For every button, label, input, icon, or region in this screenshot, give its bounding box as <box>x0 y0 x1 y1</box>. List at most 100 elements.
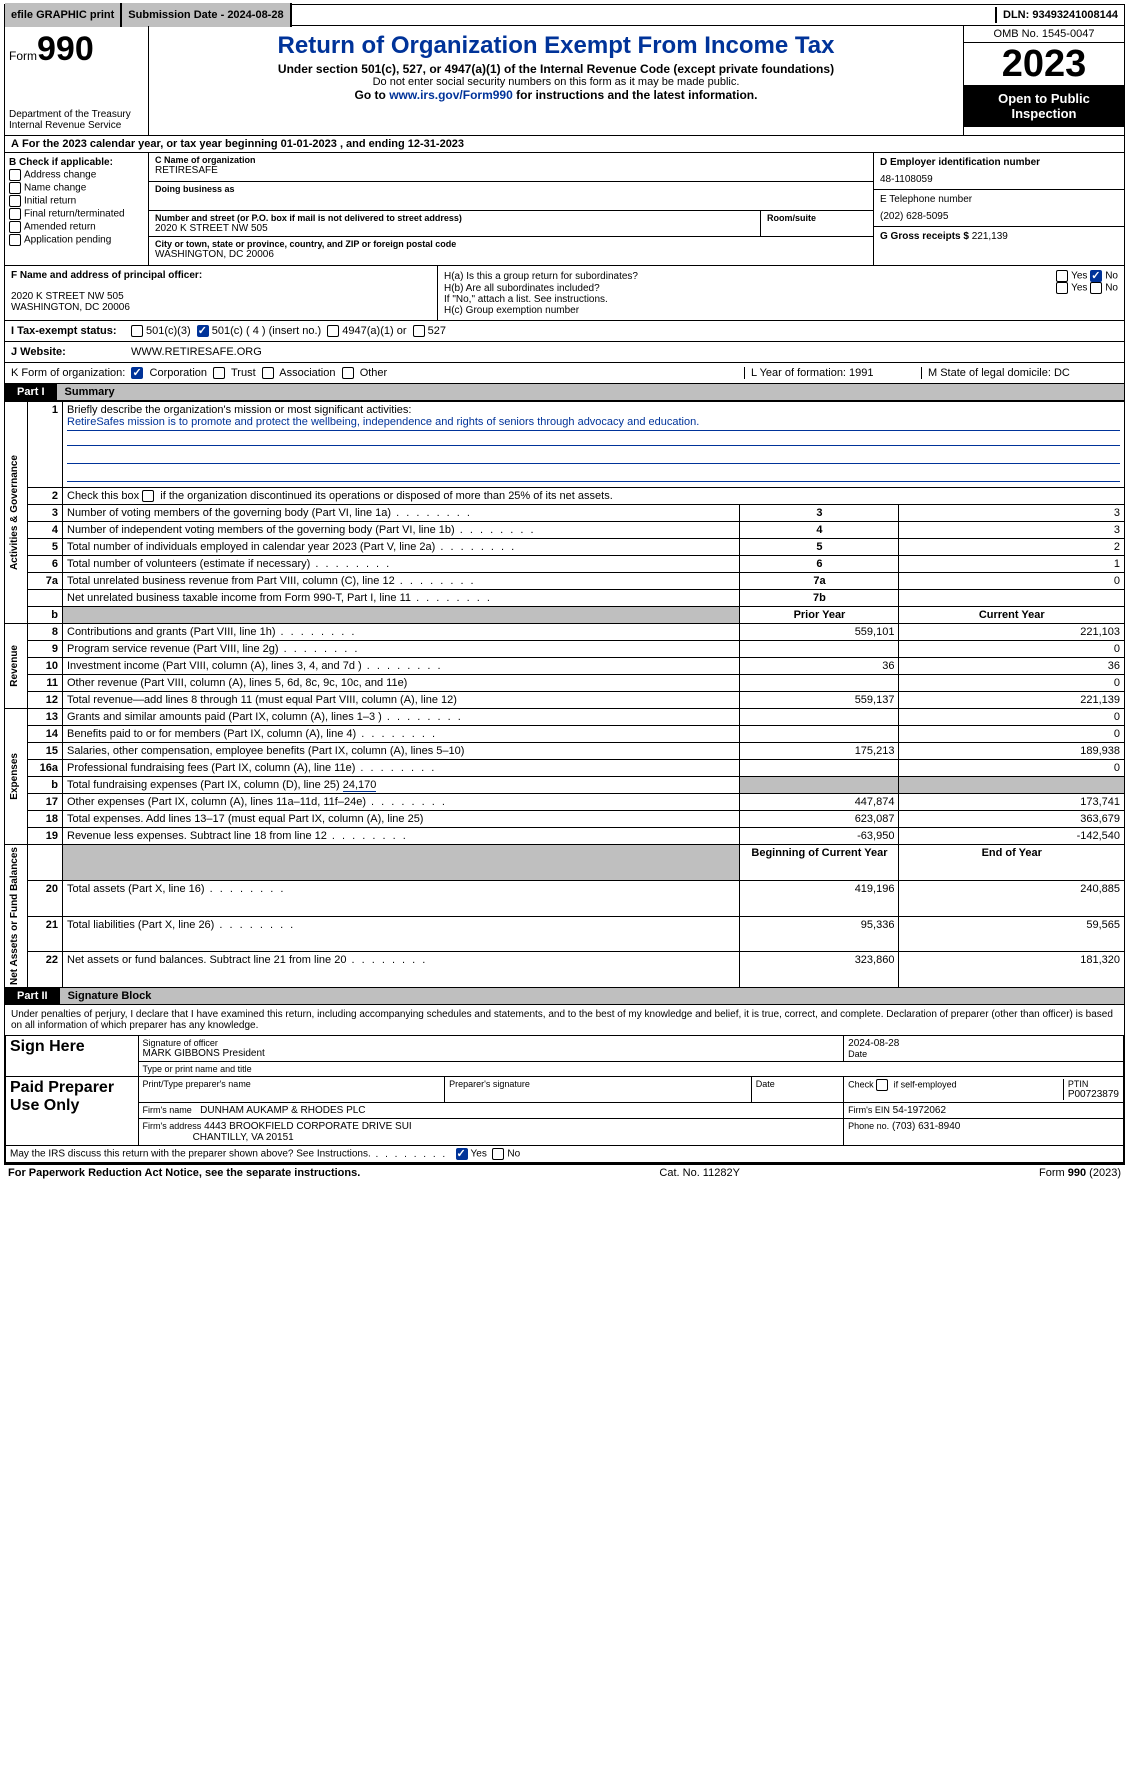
prior-year-hdr: Prior Year <box>740 607 899 624</box>
side-revenue: Revenue <box>5 624 28 709</box>
l16b-pre: Total fundraising expenses (Part IX, col… <box>67 779 343 791</box>
efile-print-button[interactable]: efile GRAPHIC print <box>5 3 122 27</box>
sign-here-label: Sign Here <box>6 1036 139 1077</box>
ptin-value: P00723879 <box>1068 1089 1119 1100</box>
mission-blank3 <box>67 467 1120 482</box>
c15: 189,938 <box>899 743 1125 760</box>
chk-501c3[interactable] <box>131 325 143 337</box>
l20: Total assets (Part X, line 16) <box>67 883 285 895</box>
chk-other[interactable] <box>342 367 354 379</box>
form-subtitle: Under section 501(c), 527, or 4947(a)(1)… <box>155 62 957 76</box>
mission-text: RetireSafes mission is to promote and pr… <box>67 416 1120 431</box>
chk-app-pending[interactable] <box>9 234 21 246</box>
chk-4947[interactable] <box>327 325 339 337</box>
chk-discuss-yes[interactable] <box>456 1148 468 1160</box>
domicile: DC <box>1054 367 1070 379</box>
officer-name: MARK GIBBONS President <box>143 1048 840 1059</box>
v6: 1 <box>899 556 1125 573</box>
c22: 181,320 <box>899 952 1125 988</box>
gross-receipts-value: 221,139 <box>972 231 1008 242</box>
chk-assoc[interactable] <box>262 367 274 379</box>
sig-date-label: Date <box>848 1049 1119 1059</box>
l22: Net assets or fund balances. Subtract li… <box>67 954 427 966</box>
side-netassets: Net Assets or Fund Balances <box>5 845 28 988</box>
part2-title: Signature Block <box>60 988 1124 1004</box>
c19: -142,540 <box>899 828 1125 845</box>
chk-ha-yes[interactable] <box>1056 270 1068 282</box>
p22: 323,860 <box>740 952 899 988</box>
chk-corp[interactable] <box>131 367 143 379</box>
l2-text: Check this box if the organization disco… <box>63 488 1125 505</box>
l12: Total revenue—add lines 8 through 11 (mu… <box>67 694 457 706</box>
c9: 0 <box>899 641 1125 658</box>
firm-addr-label: Firm's address <box>143 1121 202 1131</box>
v3: 3 <box>899 505 1125 522</box>
chk-ha-no[interactable] <box>1090 270 1102 282</box>
l4: Number of independent voting members of … <box>67 524 536 536</box>
ein-value: 48-1108059 <box>880 174 1118 185</box>
c21: 59,565 <box>899 916 1125 952</box>
irs-link[interactable]: www.irs.gov/Form990 <box>389 88 513 102</box>
entity-block: B Check if applicable: Address change Na… <box>4 153 1125 266</box>
year-formation-label: L Year of formation: <box>751 367 849 379</box>
ein-label: D Employer identification number <box>880 157 1118 168</box>
chk-initial-return[interactable] <box>9 195 21 207</box>
phone-value: (202) 628-5095 <box>880 211 1118 222</box>
p19: -63,950 <box>740 828 899 845</box>
c18: 363,679 <box>899 811 1125 828</box>
firm-ein: 54-1972062 <box>893 1105 946 1116</box>
form-title: Return of Organization Exempt From Incom… <box>155 32 957 60</box>
v4: 3 <box>899 522 1125 539</box>
chk-527[interactable] <box>413 325 425 337</box>
p8: 559,101 <box>740 624 899 641</box>
p17: 447,874 <box>740 794 899 811</box>
l7b: Net unrelated business taxable income fr… <box>67 592 492 604</box>
form-header: Form990 Department of the Treasury Inter… <box>4 26 1125 136</box>
part1-title: Summary <box>57 384 1124 400</box>
l14: Benefits paid to or for members (Part IX… <box>67 728 437 740</box>
officer-line1: 2020 K STREET NW 505 <box>11 291 431 302</box>
cat-no: Cat. No. 11282Y <box>659 1167 740 1179</box>
part2-header: Part II Signature Block <box>4 988 1125 1005</box>
chk-address-change[interactable] <box>9 169 21 181</box>
side-activities: Activities & Governance <box>5 402 28 624</box>
domicile-label: M State of legal domicile: <box>928 367 1054 379</box>
v5: 2 <box>899 539 1125 556</box>
chk-trust[interactable] <box>213 367 225 379</box>
beg-hdr: Beginning of Current Year <box>740 845 899 881</box>
chk-name-change[interactable] <box>9 182 21 194</box>
chk-501c[interactable] <box>197 325 209 337</box>
chk-final-return[interactable] <box>9 208 21 220</box>
p20: 419,196 <box>740 880 899 916</box>
street-label: Number and street (or P.O. box if mail i… <box>155 213 754 223</box>
mission-blank1 <box>67 431 1120 446</box>
part2-tag: Part II <box>5 988 60 1004</box>
l13: Grants and similar amounts paid (Part IX… <box>67 711 463 723</box>
dba-label: Doing business as <box>155 184 867 194</box>
tax-exempt-row: I Tax-exempt status: 501(c)(3) 501(c) ( … <box>4 321 1125 342</box>
ptin-label: PTIN <box>1068 1079 1119 1089</box>
chk-discuss-no[interactable] <box>492 1148 504 1160</box>
open-inspection: Open to Public Inspection <box>964 85 1124 127</box>
officer-line2: WASHINGTON, DC 20006 <box>11 302 431 313</box>
chk-discontinued[interactable] <box>142 490 154 502</box>
l16b-val: 24,170 <box>343 779 377 792</box>
hc-label: H(c) Group exemption number <box>444 305 1118 316</box>
p15: 175,213 <box>740 743 899 760</box>
phone-label: E Telephone number <box>880 194 1118 205</box>
city-value: WASHINGTON, DC 20006 <box>155 249 867 260</box>
sig-date: 2024-08-28 <box>848 1038 1119 1049</box>
discuss-text: May the IRS discuss this return with the… <box>10 1149 447 1160</box>
box-b-label: B Check if applicable: <box>9 157 144 168</box>
korg-label: K Form of organization: <box>11 367 125 379</box>
v7b <box>899 590 1125 607</box>
l9: Program service revenue (Part VIII, line… <box>67 643 359 655</box>
chk-amended[interactable] <box>9 221 21 233</box>
website-row: J Website: WWW.RETIRESAFE.ORG <box>4 342 1125 363</box>
tax-year: 2023 <box>964 43 1124 85</box>
korg-row: K Form of organization: Corporation Trus… <box>4 363 1125 384</box>
chk-hb-no[interactable] <box>1090 282 1102 294</box>
org-name-label: C Name of organization <box>155 155 867 165</box>
chk-hb-yes[interactable] <box>1056 282 1068 294</box>
chk-self-employed[interactable] <box>876 1079 888 1091</box>
